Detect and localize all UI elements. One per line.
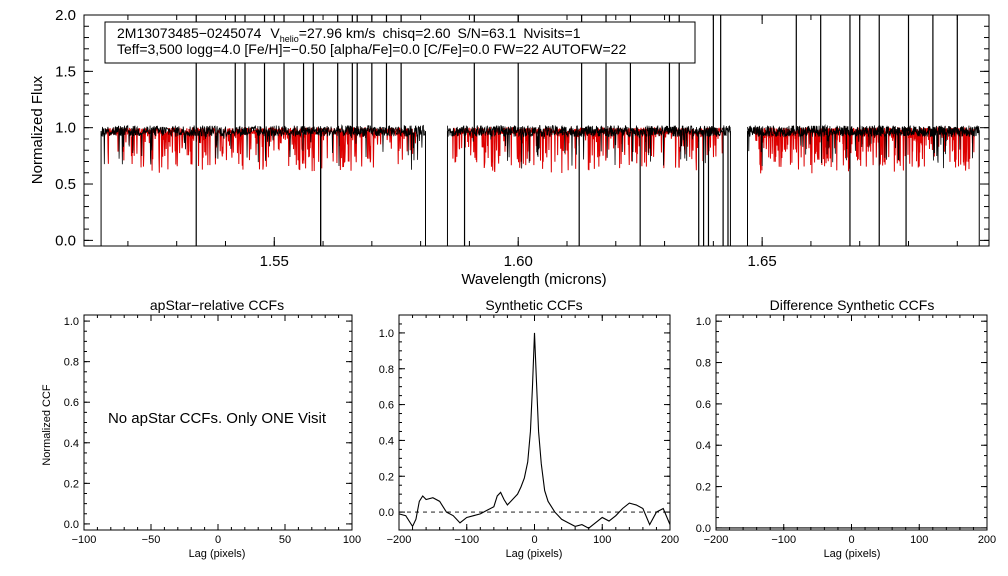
x-tick-label: −100 — [771, 534, 796, 546]
vhelio-prefix: V — [270, 25, 280, 41]
nvisits-value: Nvisits=1 — [523, 25, 580, 41]
synthetic-panel-title: Synthetic CCFs — [485, 297, 582, 313]
model-spectrum-line — [105, 126, 975, 174]
info-line-2: Teff=3,500 logg=4.0 [Fe/H]=−0.50 [alpha/… — [117, 41, 626, 57]
synthetic-ccf-curve — [398, 332, 671, 529]
y-tick-label: 0.5 — [55, 176, 76, 193]
apstar-x-axis-title: Lag (pixels) — [189, 548, 246, 560]
x-tick-label: 200 — [661, 534, 679, 546]
x-tick-label: 1.60 — [504, 253, 533, 270]
x-tick-label: −200 — [704, 534, 729, 546]
apstar-ccf-panel: apStar−relative CCFs −100 −50 0 50 100 0.0 0.2… — [41, 297, 361, 560]
synthetic-x-axis-title: Lag (pixels) — [506, 548, 563, 560]
x-tick-label: 50 — [279, 534, 291, 546]
x-tick-label: 1.55 — [260, 253, 289, 270]
y-tick-label: 0.0 — [696, 523, 711, 535]
y-tick-label: 0.6 — [696, 399, 711, 411]
x-tick-label: 200 — [978, 534, 996, 546]
synthetic-ccf-line — [398, 332, 671, 529]
x-tick-label: 0 — [531, 534, 537, 546]
observed-spectrum-segment — [447, 124, 731, 169]
apstar-panel-title: apStar−relative CCFs — [150, 297, 284, 313]
y-tick-label: 1.0 — [379, 328, 394, 340]
apstar-y-axis-title: Normalized CCF — [41, 384, 53, 466]
y-tick-label: 1.0 — [55, 120, 76, 137]
spectrum-x-axis-title: Wavelength (microns) — [461, 271, 606, 288]
spectrum-y-axis-title: Normalized Flux — [29, 75, 46, 184]
synthetic-ccf-panel: Synthetic CCFs −200 −100 0 100 200 0.0 0.2 0.4 0… — [379, 297, 679, 560]
y-tick-label: 0.0 — [55, 232, 76, 249]
y-tick-label: 0.8 — [379, 364, 394, 376]
x-tick-label: 100 — [593, 534, 611, 546]
chisq-value: chisq=2.60 — [382, 25, 450, 41]
y-tick-label: 0.4 — [696, 440, 711, 452]
spectrum-info-box — [104, 21, 696, 64]
difference-axes-frame — [715, 314, 988, 531]
vhelio-value: =27.96 km/s — [299, 25, 376, 41]
y-tick-label: 0.2 — [696, 482, 711, 494]
y-tick-label: 0.0 — [379, 507, 394, 519]
x-tick-label: 0 — [215, 534, 221, 546]
spectrum-ticks: 1.55 1.60 1.65 0.0 0.5 1.0 1.5 2.0 — [55, 7, 989, 270]
x-tick-label: −200 — [387, 534, 412, 546]
apstar-ticks: −100 −50 0 50 100 0.0 0.2 0.4 0.6 0.8 1.0 — [64, 315, 361, 546]
spectrum-panel: 1.55 1.60 1.65 0.0 0.5 1.0 1.5 2.0 2M13073485−0… — [29, 7, 990, 288]
y-tick-label: 1.0 — [64, 316, 79, 328]
info-line-1: 2M13073485−0245074 Vhelio=27.96 km/s chisq… — [117, 25, 581, 44]
x-tick-label: −100 — [72, 534, 97, 546]
x-tick-label: 1.65 — [748, 253, 777, 270]
y-tick-label: 2.0 — [55, 7, 76, 24]
observed-spectrum-segment — [747, 123, 980, 169]
y-tick-label: 0.8 — [64, 357, 79, 369]
y-tick-label: 0.6 — [379, 400, 394, 412]
y-tick-label: 0.4 — [379, 435, 394, 447]
observed-spectrum-segment — [100, 124, 426, 170]
y-tick-label: 0.8 — [696, 358, 711, 370]
difference-panel-title: Difference Synthetic CCFs — [770, 297, 935, 313]
y-tick-label: 0.0 — [64, 519, 79, 531]
x-tick-label: −50 — [142, 534, 161, 546]
y-tick-label: 0.2 — [64, 478, 79, 490]
x-tick-label: 0 — [848, 534, 854, 546]
difference-ccf-panel: Difference Synthetic CCFs −200 −100 0 100 20… — [696, 297, 996, 560]
difference-x-axis-title: Lag (pixels) — [824, 548, 881, 560]
no-ccf-message: No apStar CCFs. Only ONE Visit — [108, 410, 327, 427]
x-tick-label: −100 — [454, 534, 479, 546]
y-tick-label: 1.5 — [55, 63, 76, 80]
y-tick-label: 0.4 — [64, 438, 79, 450]
spectrum-axes-frame — [83, 14, 990, 247]
y-tick-label: 0.6 — [64, 397, 79, 409]
y-tick-label: 1.0 — [696, 316, 711, 328]
x-tick-label: 100 — [910, 534, 928, 546]
difference-ticks: −200 −100 0 100 200 0.0 0.2 0.4 0.6 0.8 1.0 — [696, 315, 996, 546]
x-tick-label: 100 — [343, 534, 361, 546]
vhelio-subscript: helio — [280, 34, 299, 44]
star-id: 2M13073485−0245074 — [117, 25, 262, 41]
y-tick-label: 0.2 — [379, 471, 394, 483]
snr-value: S/N=63.1 — [458, 25, 517, 41]
synthetic-ticks: −200 −100 0 100 200 0.0 0.2 0.4 0.6 0.8 1.0 — [379, 314, 679, 546]
